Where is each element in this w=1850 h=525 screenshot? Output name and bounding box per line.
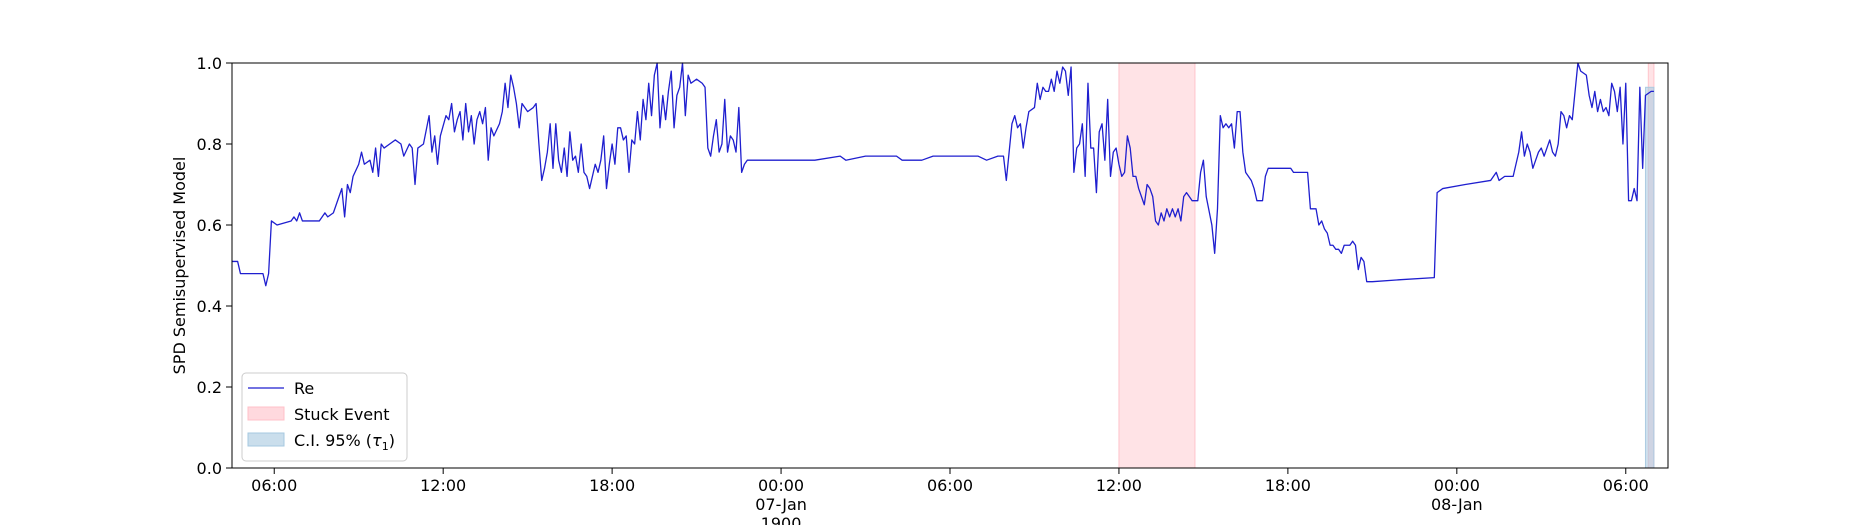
y-tick-label: 1.0 xyxy=(197,54,222,73)
legend-swatch-patch xyxy=(247,432,285,447)
band-ci-2 xyxy=(1644,86,1655,469)
x-tick-label: 00:00 xyxy=(1434,476,1480,495)
legend-swatch-patch xyxy=(247,406,285,421)
x-tick-label: 06:00 xyxy=(927,476,973,495)
y-axis: 0.0 0.2 0.4 0.6 0.8 1.0 xyxy=(197,54,232,478)
x-tick-year-label: 1900 xyxy=(761,514,802,525)
legend-label: Stuck Event xyxy=(294,405,390,424)
legend-label: Re xyxy=(294,379,314,398)
x-tick-label: 12:00 xyxy=(420,476,466,495)
x-tick-date-label: 07-Jan xyxy=(755,495,807,514)
y-tick-label: 0.8 xyxy=(197,135,222,154)
x-tick-label: 06:00 xyxy=(1603,476,1649,495)
series-line-re xyxy=(232,62,1654,287)
y-tick-label: 0.2 xyxy=(197,378,222,397)
y-tick-label: 0.0 xyxy=(197,459,222,478)
x-tick-label: 00:00 xyxy=(758,476,804,495)
y-tick-label: 0.6 xyxy=(197,216,222,235)
series-layer xyxy=(232,62,1654,287)
band-stuck-event-0 xyxy=(1118,62,1196,469)
legend: Re Stuck Event C.I. 95% (τ1) xyxy=(241,372,408,462)
y-axis-label: SPD Semisupervised Model xyxy=(170,157,189,375)
y-tick-label: 0.4 xyxy=(197,297,222,316)
x-tick-label: 18:00 xyxy=(1265,476,1311,495)
x-tick-label: 12:00 xyxy=(1096,476,1142,495)
x-tick-label: 06:00 xyxy=(251,476,297,495)
band-layer xyxy=(1118,62,1655,469)
legend-label: C.I. 95% (τ1) xyxy=(294,431,395,453)
x-tick-date-label: 08-Jan xyxy=(1431,495,1483,514)
plot-frame xyxy=(231,62,1669,469)
x-tick-label: 18:00 xyxy=(589,476,635,495)
